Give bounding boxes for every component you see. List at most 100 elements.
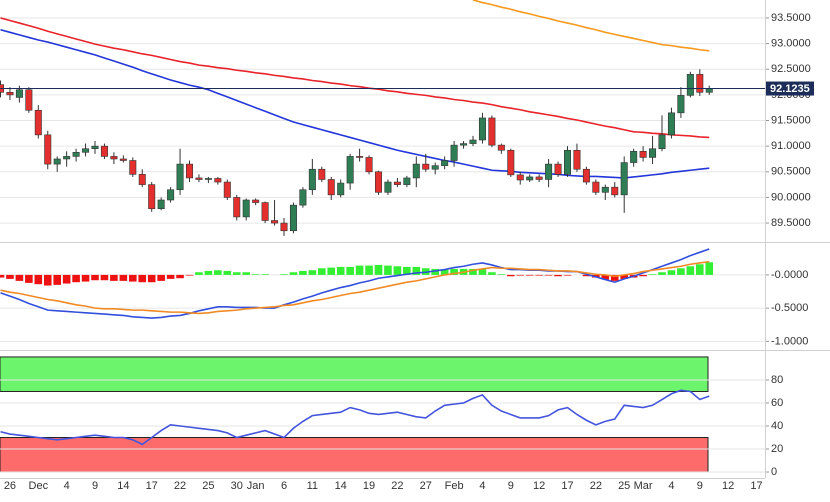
candle-body <box>110 156 118 160</box>
last-price-label: 92.1235 <box>770 83 810 95</box>
histogram-bar <box>15 274 24 281</box>
histogram-bar <box>289 272 298 275</box>
histogram-bar <box>72 274 80 283</box>
histogram-bar <box>280 274 288 275</box>
indicator-line <box>0 389 710 446</box>
candle-body <box>6 92 14 96</box>
histogram-bar <box>667 270 676 275</box>
histogram-bar <box>677 268 685 275</box>
histogram-bar <box>525 274 534 276</box>
y-tick-label: 80 <box>771 374 783 386</box>
histogram-bar <box>336 266 345 275</box>
candle-body <box>119 158 127 161</box>
candle-body <box>289 204 297 232</box>
y-tick-label: -1.0000 <box>771 335 808 347</box>
histogram-bar <box>705 262 714 275</box>
histogram-bar <box>242 272 250 275</box>
histogram-bar <box>639 274 647 277</box>
candle-body <box>356 156 364 158</box>
candle-body <box>412 163 420 179</box>
candle-body <box>403 177 411 185</box>
candle-body <box>384 181 392 193</box>
histogram-bar <box>43 274 52 286</box>
histogram-bar <box>147 274 156 283</box>
histogram-bar <box>6 274 14 279</box>
histogram-bar <box>403 266 411 275</box>
histogram-bar <box>62 274 71 284</box>
x-tick-label: Dec <box>29 480 49 492</box>
candle-body <box>242 199 250 218</box>
candle-body <box>100 145 108 157</box>
candle-body <box>129 160 137 175</box>
histogram-bar <box>119 274 128 281</box>
candle-body <box>261 202 269 221</box>
x-tick-label: 9 <box>508 480 514 492</box>
y-tick-label: 92.5000 <box>771 63 811 75</box>
histogram-bar <box>0 274 5 278</box>
candle-body <box>469 139 477 144</box>
candle-body <box>167 189 175 201</box>
x-tick-label: 22 <box>590 480 602 492</box>
x-tick-label: 17 <box>750 480 762 492</box>
x-tick-label: 27 <box>420 480 432 492</box>
histogram-bar <box>469 268 477 275</box>
candle-body <box>138 174 146 185</box>
x-tick-label: 14 <box>117 480 129 492</box>
histogram-bar <box>204 270 213 275</box>
candle-body <box>658 134 666 150</box>
histogram-bar <box>53 274 61 285</box>
candle-body <box>157 199 165 210</box>
histogram-bar <box>478 268 487 275</box>
y-tick-label: 40 <box>771 420 783 432</box>
histogram-bar <box>100 274 109 281</box>
histogram-bar <box>535 274 543 276</box>
histogram-bar <box>648 274 657 275</box>
candle-body <box>308 168 316 191</box>
y-tick-label: 91.5000 <box>771 114 811 126</box>
candle-body <box>25 89 33 111</box>
histogram-bar <box>497 274 506 275</box>
rsi-band <box>0 356 709 392</box>
histogram-bar <box>563 274 572 276</box>
candle-body <box>72 152 80 157</box>
candle-body <box>611 186 619 196</box>
candle-body <box>497 144 505 151</box>
y-tick-label: 60 <box>771 397 783 409</box>
candle-body <box>667 112 675 136</box>
candle-body <box>91 145 99 150</box>
candle-body <box>649 148 657 158</box>
histogram-bar <box>686 266 695 275</box>
histogram-bar <box>185 274 194 276</box>
x-tick-label: 11 <box>307 480 318 492</box>
histogram-bar <box>507 274 515 277</box>
candle-body <box>460 143 468 146</box>
x-tick-label: 6 <box>281 480 287 492</box>
candle-body <box>677 95 685 114</box>
x-tick-label: 26 <box>4 480 16 492</box>
candle-body <box>705 88 713 93</box>
x-tick-label: 4 <box>668 480 674 492</box>
histogram-bar <box>251 274 260 275</box>
candle-body <box>526 176 534 181</box>
candle-body <box>318 168 326 180</box>
histogram-bar <box>554 274 562 277</box>
y-tick-label: 93.5000 <box>771 12 811 24</box>
histogram-bar <box>129 274 137 282</box>
candle-body <box>507 149 515 176</box>
candle-body <box>63 156 71 160</box>
histogram-bar <box>412 266 421 275</box>
last-price-tag <box>766 81 814 96</box>
rsi-band <box>0 436 709 473</box>
histogram-bar <box>488 272 496 275</box>
candle-body <box>195 177 203 180</box>
candle-body <box>592 181 600 193</box>
indicator-line <box>0 248 710 319</box>
candle-body <box>516 174 524 181</box>
candle-body <box>223 181 231 198</box>
histogram-bar <box>658 272 666 275</box>
candle-body <box>601 186 609 193</box>
candle-body <box>441 160 449 166</box>
histogram-bar <box>544 274 553 276</box>
indicator-line <box>0 28 710 179</box>
candle-body <box>44 134 52 165</box>
